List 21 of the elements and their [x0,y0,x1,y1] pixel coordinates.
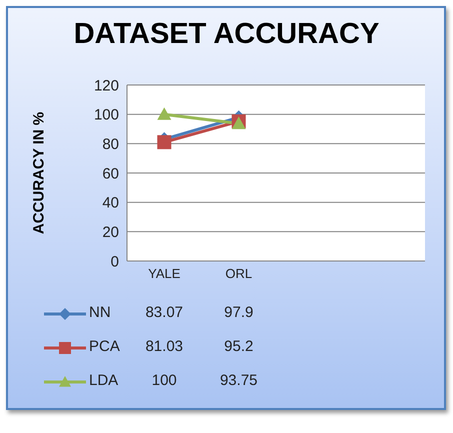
y-tick-label: 80 [102,136,119,153]
data-label: 100 [150,372,178,389]
data-label: 93.75 [218,372,259,389]
legend-label: PCA [89,338,120,355]
x-tick-label: ORL [225,266,252,282]
data-label: 83.07 [144,304,184,321]
y-tick-label: 20 [102,224,119,241]
x-tick-label: YALE [148,266,181,282]
y-tick-label: 40 [102,194,119,212]
data-label: 97.9 [223,304,254,321]
y-tick-label: 0 [110,253,119,270]
data-label: 95.2 [223,338,254,355]
y-tick-label: 120 [94,77,119,94]
legend-label: NN [89,304,111,321]
data-label: 81.03 [144,338,184,355]
y-axis-title: ACCURACY IN % [30,112,48,234]
legend-label: LDA [89,372,118,389]
y-tick-label: 60 [102,165,119,182]
y-tick-label: 100 [94,106,119,124]
chart-title: DATASET ACCURACY [72,18,380,51]
point [157,135,172,150]
